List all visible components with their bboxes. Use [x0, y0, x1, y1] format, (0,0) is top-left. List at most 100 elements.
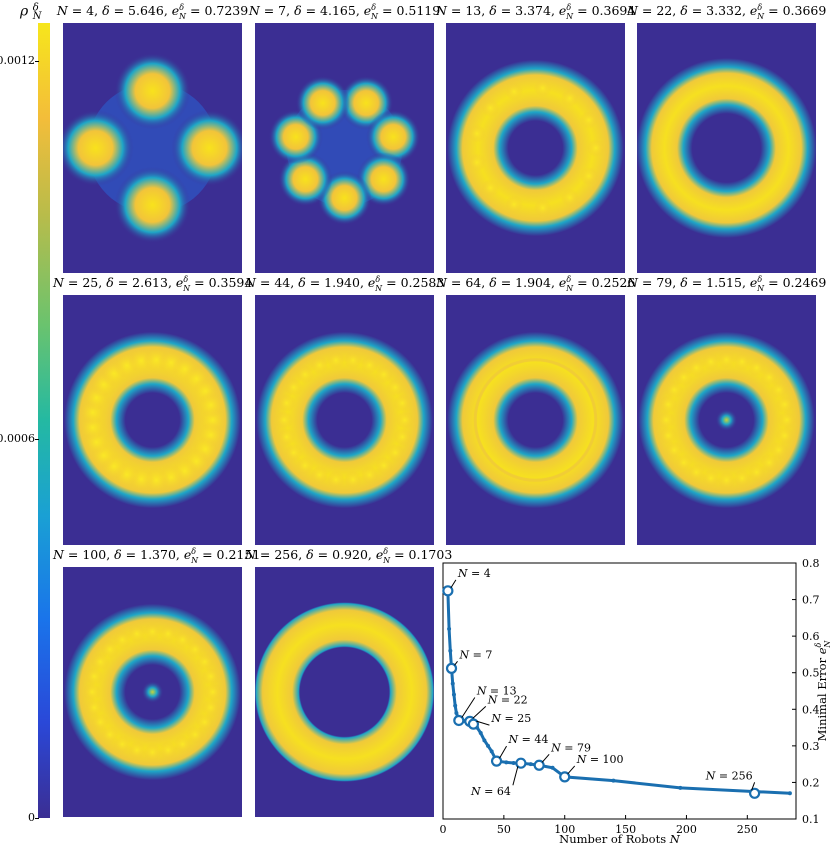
- density-plot: [62, 295, 243, 545]
- data-point: [528, 762, 533, 767]
- y-tick-label: 0.6: [802, 630, 820, 643]
- x-tick-label: 150: [615, 823, 636, 836]
- highlight-marker: [515, 757, 527, 769]
- panel-error: 0.5119: [396, 3, 441, 19]
- heatmap-panel: [62, 295, 243, 545]
- annotation-label: N = 25: [490, 712, 531, 725]
- density-plot: [62, 567, 243, 817]
- highlight-marker: [533, 759, 545, 771]
- y-tick-label: 0.5: [802, 667, 820, 680]
- panel-delta: 3.374: [515, 3, 551, 19]
- panel-n: 64: [465, 275, 482, 291]
- data-point: [562, 774, 567, 779]
- panel-title: N = 13, δ = 3.374, eδN = 0.3694: [436, 3, 636, 21]
- colorbar-tick-mark: [35, 439, 39, 441]
- panel-n: 256: [274, 547, 299, 563]
- y-tick-label: 0.7: [802, 594, 820, 607]
- data-point: [518, 761, 523, 766]
- annotation-label: N = 22: [487, 693, 528, 706]
- data-point: [461, 718, 466, 723]
- panel-delta: 0.920: [332, 547, 368, 563]
- annotation-leader: [499, 745, 507, 759]
- panel-error: 0.2151: [216, 547, 261, 563]
- panel-error: 0.2583: [400, 275, 445, 291]
- colorbar-tick-mark: [35, 818, 39, 819]
- density-plot: [636, 295, 817, 545]
- data-point: [611, 778, 616, 783]
- panel-error: 0.7239: [204, 3, 249, 19]
- data-point: [475, 725, 480, 730]
- x-tick-label: 250: [737, 823, 758, 836]
- panel-title: N = 44, δ = 1.940, eδN = 0.2583: [245, 275, 445, 293]
- data-point: [482, 738, 487, 743]
- annotation-label: N = 44: [508, 733, 549, 746]
- data-point: [455, 714, 460, 719]
- annotation-label: N = 100: [576, 753, 624, 766]
- panel-error: 0.1703: [408, 547, 453, 563]
- data-point: [787, 791, 792, 796]
- annotation-leader: [450, 579, 457, 589]
- highlight-marker: [445, 662, 458, 674]
- data-point: [456, 718, 461, 723]
- data-point: [449, 666, 454, 671]
- panel-n: 79: [656, 275, 673, 291]
- y-tick-label: 0.3: [802, 740, 820, 753]
- panel-error: 0.2526: [591, 275, 636, 291]
- heatmap-panel: [62, 567, 243, 817]
- heatmap-panel: [445, 295, 626, 545]
- data-point: [467, 719, 472, 724]
- panel-delta: 1.370: [140, 547, 176, 563]
- density-plot: [252, 567, 437, 817]
- annotation-label: N = 64: [470, 785, 511, 798]
- heatmap-panel: [255, 23, 434, 273]
- data-point: [448, 648, 453, 653]
- panel-delta: 1.515: [706, 275, 742, 291]
- annotation-leader: [751, 782, 756, 791]
- density-plot: [255, 23, 434, 273]
- colorbar: ρ δN 0.0012 0.0006 0: [0, 0, 60, 843]
- highlight-marker: [559, 771, 571, 783]
- panel-delta: 1.940: [324, 275, 360, 291]
- annotation-leader: [454, 661, 458, 666]
- annotation-label: N = 4: [457, 567, 491, 580]
- panel-n: 44: [274, 275, 291, 291]
- panel-n: 22: [656, 3, 673, 19]
- data-point: [511, 761, 516, 766]
- density-plot: [445, 295, 626, 545]
- panel-delta: 2.613: [132, 275, 168, 291]
- data-point: [471, 722, 476, 727]
- panel-title: N = 7, δ = 4.165, eδN = 0.5119: [248, 3, 441, 21]
- x-axis-label: Number of Robots N: [559, 832, 681, 843]
- data-point: [504, 760, 509, 765]
- annotation-leader: [512, 766, 519, 786]
- colorbar-gradient: [38, 23, 50, 818]
- data-point: [450, 681, 455, 686]
- panel-error: 0.3694: [591, 3, 636, 19]
- heatmap-panel: [254, 295, 435, 545]
- annotation-label: N = 7: [459, 648, 493, 661]
- heatmap-panel: [636, 295, 817, 545]
- annotation-label: N = 79: [550, 741, 591, 754]
- panel-error: 0.2469: [782, 275, 827, 291]
- chart-frame: [442, 562, 797, 820]
- density-plot: [636, 23, 817, 273]
- data-point: [454, 710, 459, 715]
- panel-n: 13: [465, 3, 482, 19]
- x-tick-label: 0: [440, 823, 447, 836]
- data-point: [478, 731, 483, 736]
- highlight-marker: [464, 715, 476, 727]
- colorbar-tick-label: 0.0012: [0, 53, 35, 67]
- panel-title: N = 22, δ = 3.332, eδN = 0.3669: [627, 3, 827, 21]
- x-tick-label: 50: [497, 823, 511, 836]
- data-point: [486, 743, 491, 748]
- y-tick-label: 0.1: [802, 813, 820, 826]
- data-point: [537, 763, 542, 768]
- annotation-label: N = 13: [476, 684, 517, 697]
- data-point: [494, 759, 499, 764]
- density-plot: [445, 23, 626, 273]
- panel-n: 100: [82, 547, 107, 563]
- data-point: [489, 749, 494, 754]
- annotation-leader: [461, 697, 476, 718]
- panel-n: 4: [86, 3, 95, 19]
- error-line: [446, 590, 790, 795]
